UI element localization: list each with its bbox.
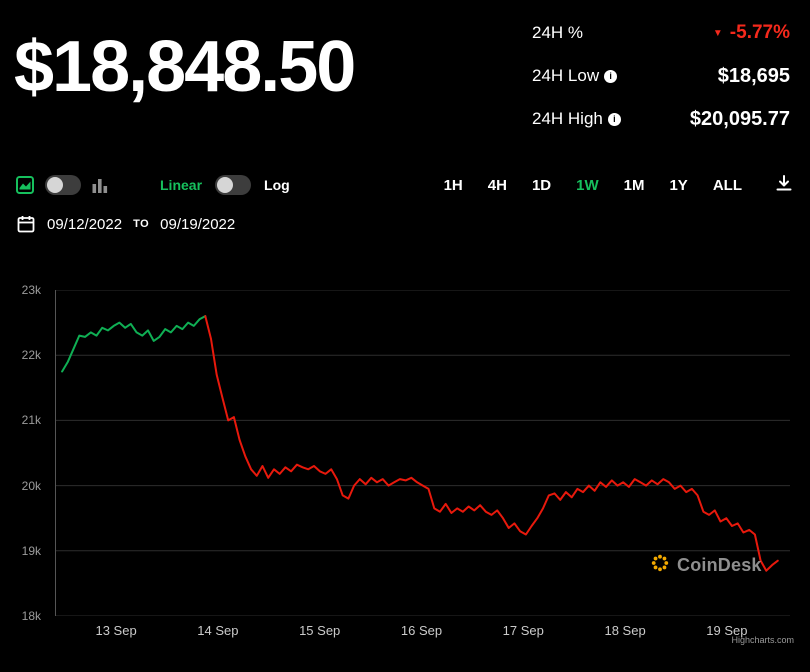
calendar-icon[interactable] — [16, 214, 36, 234]
range-button-1m[interactable]: 1M — [623, 176, 645, 194]
date-range-separator: TO — [133, 218, 150, 230]
range-button-4h[interactable]: 4H — [487, 176, 507, 194]
y-axis-label-18k: 18k — [21, 609, 41, 623]
download-icon[interactable] — [774, 173, 794, 198]
highcharts-credit[interactable]: Highcharts.com — [731, 635, 794, 645]
y-axis-label-19k: 19k — [21, 543, 41, 558]
range-button-1d[interactable]: 1D — [531, 176, 552, 194]
stat-value-24h-low: $18,695 — [717, 64, 790, 87]
scale-log-label[interactable]: Log — [264, 177, 290, 193]
x-axis-label-18-sep: 18 Sep — [604, 623, 646, 638]
toolbar: Linear Log 1H 4H 1D 1W 1M 1Y ALL — [16, 172, 794, 198]
range-button-1w[interactable]: 1W — [576, 176, 599, 194]
stat-label-24h-high: 24H High i — [532, 109, 621, 129]
bar-chart-icon[interactable] — [92, 176, 108, 194]
stat-row-24h-high: 24H High i $20,095.77 — [532, 106, 790, 132]
date-from[interactable]: 09/12/2022 — [47, 215, 123, 233]
date-to[interactable]: 09/19/2022 — [160, 215, 236, 233]
x-axis-labels: 13 Sep 14 Sep 15 Sep 16 Sep 17 Sep 18 Sep 19 S… — [55, 621, 790, 641]
x-axis-label-16-sep: 16 Sep — [400, 623, 443, 638]
chart-type-toggle[interactable] — [45, 175, 81, 195]
chart-type-toggle-group — [16, 175, 108, 195]
stat-label-24h-percent: 24H % — [532, 23, 584, 42]
stat-value-24h-percent: ▼ -5.77% — [713, 22, 790, 44]
range-buttons: 1H 4H 1D 1W 1M 1Y ALL — [444, 177, 742, 194]
scale-toggle-group: Linear Log — [160, 175, 290, 195]
info-icon[interactable]: i — [607, 112, 621, 126]
down-triangle-icon: ▼ — [712, 27, 723, 39]
scale-toggle[interactable] — [215, 175, 252, 195]
range-button-1y[interactable]: 1Y — [669, 176, 688, 194]
y-axis-label-21k: 21k — [21, 413, 41, 428]
coindesk-logo-icon — [651, 554, 669, 577]
x-axis-label-15-sep: 15 Sep — [299, 623, 341, 638]
y-axis-label-22k: 22k — [21, 348, 41, 363]
watermark-text: CoinDesk — [677, 555, 762, 575]
stats-panel: 24H % ▼ -5.77% 24H Low i $18,695 24H Hig… — [532, 20, 790, 149]
range-button-all[interactable]: ALL — [712, 176, 742, 194]
y-axis-labels: 18k 19k 20k 21k 22k 23k — [0, 283, 47, 623]
stat-label-text: 24H High — [532, 109, 603, 128]
x-axis-label-13-sep: 13 Sep — [95, 623, 137, 638]
stat-row-24h-low: 24H Low i $18,695 — [532, 63, 790, 89]
toggle-knob — [217, 177, 234, 193]
y-axis-label-23k: 23k — [21, 283, 41, 297]
range-button-1h[interactable]: 1H — [443, 176, 463, 194]
current-price: $18,848.50 — [14, 27, 356, 107]
y-axis-label-20k: 20k — [21, 478, 41, 493]
price-chart[interactable] — [55, 289, 790, 617]
scale-linear-label[interactable]: Linear — [160, 177, 203, 193]
stat-label-text: 24H Low — [532, 66, 600, 85]
area-chart-icon[interactable] — [16, 176, 34, 194]
date-range-picker[interactable]: 09/12/2022 TO 09/19/2022 — [16, 214, 235, 234]
percent-change-value: -5.77% — [729, 22, 790, 43]
x-axis-label-14-sep: 14 Sep — [197, 623, 239, 638]
x-axis-label-17-sep: 17 Sep — [502, 623, 544, 638]
info-icon[interactable]: i — [604, 69, 618, 83]
toggle-knob — [47, 177, 63, 193]
watermark: CoinDesk — [651, 554, 762, 577]
stat-value-24h-high: $20,095.77 — [689, 107, 790, 130]
stat-row-24h-percent: 24H % ▼ -5.77% — [532, 20, 790, 46]
x-axis-label-19-sep: 19 Sep — [706, 623, 748, 638]
stat-label-24h-low: 24H Low i — [532, 66, 618, 86]
